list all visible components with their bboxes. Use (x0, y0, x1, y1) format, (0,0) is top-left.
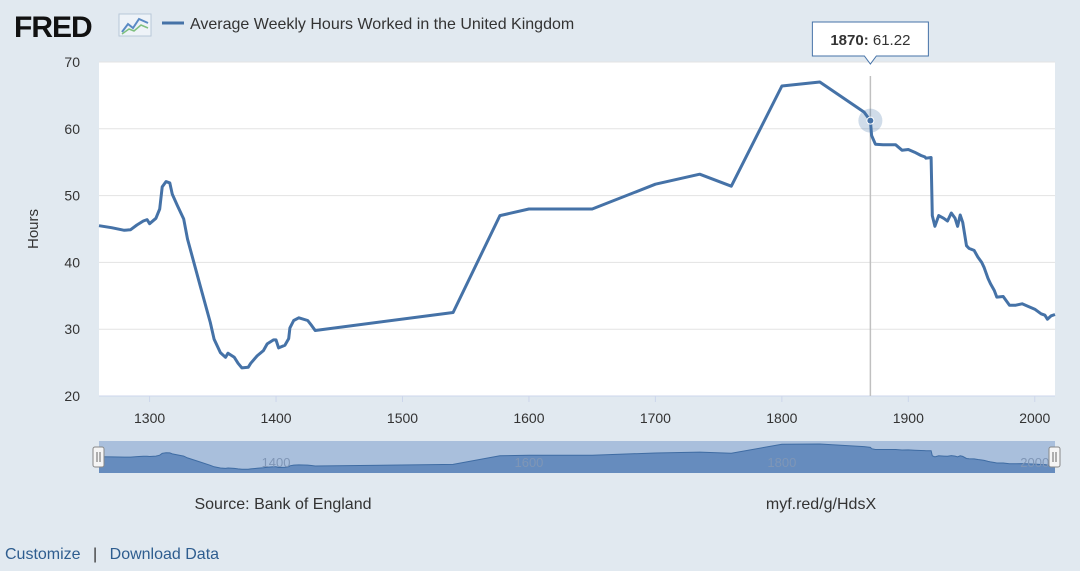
y-tick-label: 70 (64, 54, 80, 70)
x-tick-label: 1800 (766, 410, 797, 426)
customize-link[interactable]: Customize (5, 546, 81, 563)
hover-point[interactable] (866, 116, 875, 125)
grid (99, 61, 1055, 330)
navigator-series-line (98, 443, 1056, 470)
y-tick-label: 60 (64, 121, 80, 137)
navigator-right-handle[interactable] (1048, 446, 1061, 468)
fred-logo-graph-icon (118, 13, 152, 37)
series-line[interactable] (98, 80, 1056, 370)
footer-links: Customize | Download Data (5, 546, 219, 564)
fred-logo[interactable]: FRED (14, 11, 152, 44)
x-tick-label: 2000 (1019, 410, 1050, 426)
x-tick-label: 1900 (893, 410, 924, 426)
navigator-label: 1600 (514, 455, 543, 470)
source-credit: Source: Bank of England (194, 496, 371, 513)
legend-label: Average Weekly Hours Worked in the Unite… (190, 16, 574, 33)
x-axis: 1300 1400 1500 1600 1700 1800 1900 2000 (99, 395, 1055, 426)
fred-logo-text: FRED (14, 11, 92, 44)
tooltip-box (811, 21, 929, 65)
y-axis: 20 30 40 50 60 70 (64, 54, 80, 404)
navigator-label: 1400 (262, 455, 291, 470)
x-tick-label: 1300 (134, 410, 165, 426)
x-tick-label: 1600 (513, 410, 544, 426)
legend: Average Weekly Hours Worked in the Unite… (162, 16, 574, 33)
tooltip: 1870: 61.22 (811, 21, 929, 65)
y-tick-label: 20 (64, 388, 80, 404)
navigator-labels: 1400 1600 1800 2000 (262, 455, 1050, 470)
x-tick-label: 1400 (260, 410, 291, 426)
plot-area (99, 62, 1055, 396)
tooltip-value: 61.22 (873, 32, 911, 49)
y-tick-label: 40 (64, 254, 80, 270)
y-axis-title: Hours (25, 209, 42, 249)
tooltip-text: 1870: 61.22 (830, 32, 910, 49)
y-tick-label: 50 (64, 188, 80, 204)
tooltip-date: 1870 (830, 32, 863, 49)
y-tick-label: 30 (64, 321, 80, 337)
download-data-link[interactable]: Download Data (109, 546, 220, 563)
navigator-left-handle[interactable] (92, 446, 105, 468)
x-tick-label: 1500 (387, 410, 418, 426)
navigator-label: 2000 (1020, 455, 1049, 470)
x-tick-label: 1700 (640, 410, 671, 426)
link-separator: | (93, 546, 98, 563)
short-url[interactable]: myf.red/g/HdsX (766, 496, 877, 513)
navigator[interactable]: 1400 1600 1800 2000 (92, 441, 1061, 473)
navigator-label: 1800 (767, 455, 796, 470)
